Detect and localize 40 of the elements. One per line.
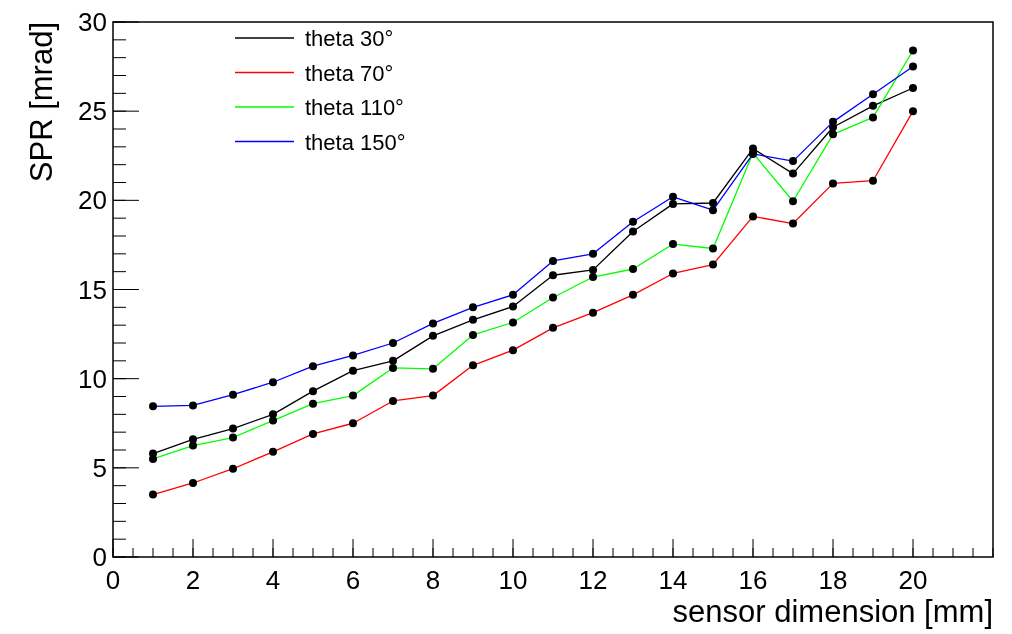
y-axis-title: SPR [mrad] bbox=[24, 22, 59, 183]
y-tick-label: 5 bbox=[92, 452, 107, 483]
point bbox=[349, 366, 357, 375]
point bbox=[189, 435, 197, 444]
x-tick-label: 20 bbox=[898, 565, 928, 595]
legend-label: theta 30° bbox=[305, 26, 394, 51]
point bbox=[229, 424, 237, 433]
x-tick-label: 18 bbox=[818, 565, 848, 595]
point bbox=[469, 315, 477, 324]
y-tick-label: 20 bbox=[78, 185, 107, 216]
legend-label: theta 150° bbox=[305, 129, 406, 155]
x-tick-label: 14 bbox=[658, 565, 688, 595]
point bbox=[709, 199, 717, 208]
x-tick-label: 8 bbox=[425, 565, 441, 595]
point bbox=[429, 331, 437, 340]
point bbox=[309, 387, 317, 396]
point bbox=[789, 169, 797, 178]
x-tick-label: 6 bbox=[345, 565, 361, 595]
legend-label: theta 70° bbox=[305, 60, 394, 86]
y-tick-label: 30 bbox=[78, 7, 107, 37]
y-tick-label: 0 bbox=[92, 542, 107, 572]
point bbox=[669, 199, 677, 208]
point bbox=[869, 101, 877, 110]
point bbox=[269, 410, 277, 419]
x-axis-title: sensor dimension [mm] bbox=[672, 594, 993, 629]
x-tick-label: 4 bbox=[265, 565, 281, 595]
x-tick-label: 16 bbox=[738, 565, 768, 595]
x-tick-label: 10 bbox=[498, 565, 528, 595]
x-tick-label: 2 bbox=[185, 565, 201, 595]
y-tick-label: 25 bbox=[78, 96, 107, 127]
y-tick-label: 10 bbox=[78, 363, 107, 394]
legend-label: theta 110° bbox=[305, 95, 404, 120]
point bbox=[549, 271, 557, 280]
point bbox=[629, 227, 637, 236]
point bbox=[389, 356, 397, 365]
point bbox=[589, 265, 597, 274]
x-tick-label: 12 bbox=[578, 565, 608, 595]
point bbox=[509, 302, 517, 311]
y-tick-label: 15 bbox=[78, 274, 107, 305]
point bbox=[909, 83, 917, 92]
